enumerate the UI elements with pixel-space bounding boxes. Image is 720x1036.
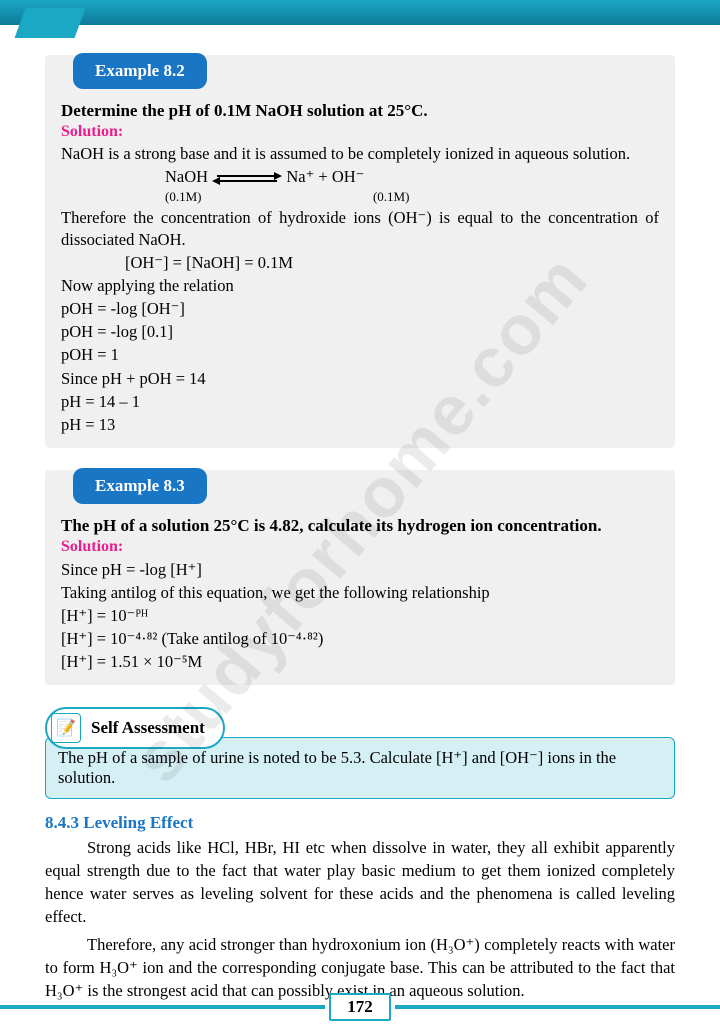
example1-line2: Therefore the concentration of hydroxide… [55,207,665,252]
example2-line4: [H⁺] = 10⁻⁴·⁸² (Take antilog of 10⁻⁴·⁸²) [55,627,665,650]
page-content: Example 8.2 Determine the pH of 0.1M NaO… [0,25,720,1029]
example1-line7: pOH = 1 [55,343,665,366]
example1-line5: pOH = -log [OH⁻] [55,297,665,320]
example2-line2: Taking antilog of this equation, we get … [55,581,665,604]
example2-line3: [H⁺] = 10⁻ᴾᴴ [55,604,665,627]
example-box-1: Example 8.2 Determine the pH of 0.1M NaO… [45,55,675,448]
top-border-decoration [0,0,720,25]
example1-line8: Since pH + pOH = 14 [55,367,665,390]
example1-line6: pOH = -log [0.1] [55,320,665,343]
equilibrium-arrow-icon [212,173,282,183]
example-tag-2: Example 8.3 [73,468,207,504]
eq-sub-left: (0.1M) [165,189,201,204]
self-assessment-pill: 📝 Self Assessment [45,707,225,749]
section-title: 8.4.3 Leveling Effect [45,813,675,833]
self-assessment-title: Self Assessment [91,718,205,738]
example-box-2: Example 8.3 The pH of a solution 25°C is… [45,470,675,685]
example1-question: Determine the pH of 0.1M NaOH solution a… [55,101,665,121]
eq-right: Na⁺ + OH⁻ [286,167,364,186]
eq-sub-right: (0.1M) [373,189,409,204]
example1-line10: pH = 13 [55,413,665,436]
footer-line-right [395,1005,720,1009]
self-assessment-section: 📝 Self Assessment The pH of a sample of … [45,707,675,799]
page-footer: 172 [0,988,720,1026]
example1-line3: [OH⁻] = [NaOH] = 0.1M [55,251,665,274]
example1-equation: NaOH Na⁺ + OH⁻ [55,165,665,188]
example1-eq-sub: (0.1M) (0.1M) [55,188,665,206]
example2-solution-label: Solution: [55,536,665,558]
example1-line1: NaOH is a strong base and it is assumed … [55,143,665,165]
example2-line1: Since pH = -log [H⁺] [55,558,665,581]
example2-line5: [H⁺] = 1.51 × 10⁻⁵M [55,650,665,673]
footer-line-left [0,1005,325,1009]
example1-solution-label: Solution: [55,121,665,143]
eq-left: NaOH [165,167,208,186]
example1-line9: pH = 14 – 1 [55,390,665,413]
page-number: 172 [329,993,391,1021]
example1-line4: Now applying the relation [55,274,665,297]
example-tag-1: Example 8.2 [73,53,207,89]
section-para1: Strong acids like HCl, HBr, HI etc when … [45,837,675,928]
example2-question: The pH of a solution 25°C is 4.82, calcu… [55,516,665,536]
notepad-icon: 📝 [51,713,81,743]
